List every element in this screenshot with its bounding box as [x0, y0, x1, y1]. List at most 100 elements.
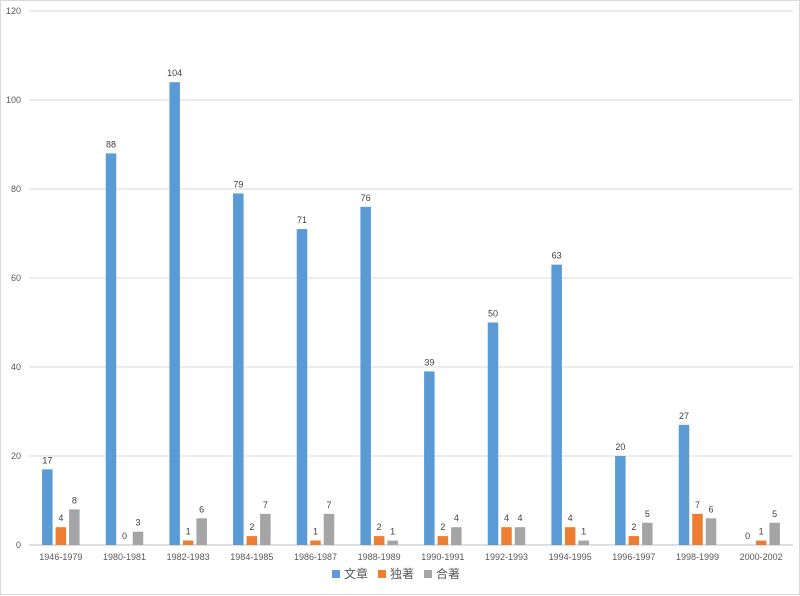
bar-3: [705, 518, 717, 545]
x-tick-label: 1980-1981: [103, 552, 146, 562]
data-label: 1: [390, 527, 395, 537]
x-tick-label: 1996-1997: [612, 552, 655, 562]
data-label: 79: [233, 179, 243, 189]
data-label: 7: [695, 500, 700, 510]
bar-2: [310, 540, 321, 545]
bar-1: [551, 264, 562, 545]
bar-3: [69, 509, 80, 545]
bar-3: [451, 527, 462, 545]
y-tick-label: 80: [11, 184, 21, 194]
data-label: 4: [568, 513, 573, 523]
x-tick-label: 1998-1999: [676, 552, 719, 562]
data-label: 1: [186, 527, 191, 537]
x-tick-label: 1990-1991: [421, 552, 464, 562]
bars: [42, 82, 780, 546]
data-label: 104: [167, 68, 182, 78]
bar-2: [692, 513, 703, 545]
bar-1: [678, 424, 690, 545]
bar-1: [424, 371, 435, 545]
data-label: 4: [504, 513, 509, 523]
data-label: 0: [122, 531, 127, 541]
bar-3: [196, 518, 207, 545]
data-label: 2: [249, 522, 254, 532]
data-label: 7: [326, 500, 331, 510]
bar-1: [42, 469, 53, 545]
y-tick-label: 40: [11, 362, 21, 372]
data-label: 4: [58, 513, 63, 523]
legend: 文章 独著 合著: [332, 566, 460, 581]
bar-3: [769, 522, 780, 545]
bar-1: [360, 206, 371, 546]
data-label: 20: [615, 442, 625, 452]
x-tick-label: 1988-1989: [358, 552, 401, 562]
legend-swatch: [424, 570, 432, 578]
data-label: 1: [581, 527, 586, 537]
bar-3: [578, 540, 589, 545]
y-tick-label: 20: [11, 451, 21, 461]
bar-2: [182, 540, 194, 545]
bar-2: [246, 536, 258, 545]
data-label: 8: [72, 495, 77, 505]
bar-3: [323, 513, 335, 545]
x-tick-label: 1986-1987: [294, 552, 337, 562]
data-label: 27: [679, 411, 689, 421]
bar-3: [260, 513, 271, 545]
data-label: 2: [377, 522, 382, 532]
bar-3: [642, 522, 653, 545]
data-label: 1: [313, 527, 318, 537]
legend-label: 文章: [344, 566, 368, 581]
bar-2: [437, 536, 449, 545]
y-tick-label: 60: [11, 273, 21, 283]
y-axis-ticks: 0 20 40 60 80 100 120: [6, 6, 21, 550]
data-label: 76: [361, 193, 371, 203]
data-label: 2: [440, 522, 445, 532]
legend-swatch: [332, 570, 340, 578]
bar-1: [296, 229, 308, 546]
y-tick-label: 120: [6, 6, 21, 16]
data-label: 71: [297, 215, 307, 225]
x-tick-label: 1982-1983: [167, 552, 210, 562]
data-label: 1: [759, 527, 764, 537]
bar-1: [233, 193, 244, 545]
y-tick-label: 0: [16, 540, 21, 550]
data-label: 88: [106, 139, 116, 149]
bar-1: [105, 153, 117, 545]
data-label: 17: [42, 455, 52, 465]
x-tick-label: 1992-1993: [485, 552, 528, 562]
bar-2: [628, 536, 640, 545]
data-label: 6: [199, 504, 204, 514]
data-label: 5: [645, 509, 650, 519]
y-tick-label: 100: [6, 95, 21, 105]
data-label: 50: [488, 309, 498, 319]
data-label: 4: [517, 513, 522, 523]
data-label: 63: [552, 251, 562, 261]
data-label: 5: [772, 509, 777, 519]
legend-label: 独著: [390, 567, 414, 581]
bar-2: [55, 527, 67, 545]
bar-1: [169, 82, 180, 545]
bar-3: [514, 527, 526, 545]
bar-1: [487, 322, 499, 545]
x-axis-ticks: 1946-1979 1980-1981 1982-1983 1984-1985 1986…: [39, 552, 782, 562]
x-tick-label: 1946-1979: [39, 552, 82, 562]
x-tick-label: 1984-1985: [230, 552, 273, 562]
data-label: 2: [631, 522, 636, 532]
legend-swatch: [378, 570, 386, 578]
bar-3: [387, 540, 398, 545]
bar-2: [501, 527, 512, 545]
bar-2: [755, 540, 767, 545]
legend-label: 合著: [436, 566, 460, 581]
x-tick-label: 1994-1995: [549, 552, 592, 562]
bar-2: [564, 527, 576, 545]
data-label: 3: [135, 518, 140, 528]
bar-3: [132, 531, 144, 545]
data-label: 4: [454, 513, 459, 523]
x-tick-label: 2000-2002: [740, 552, 783, 562]
bar-1: [615, 456, 626, 545]
data-label: 6: [708, 504, 713, 514]
data-label: 39: [424, 357, 434, 367]
data-label: 7: [263, 500, 268, 510]
